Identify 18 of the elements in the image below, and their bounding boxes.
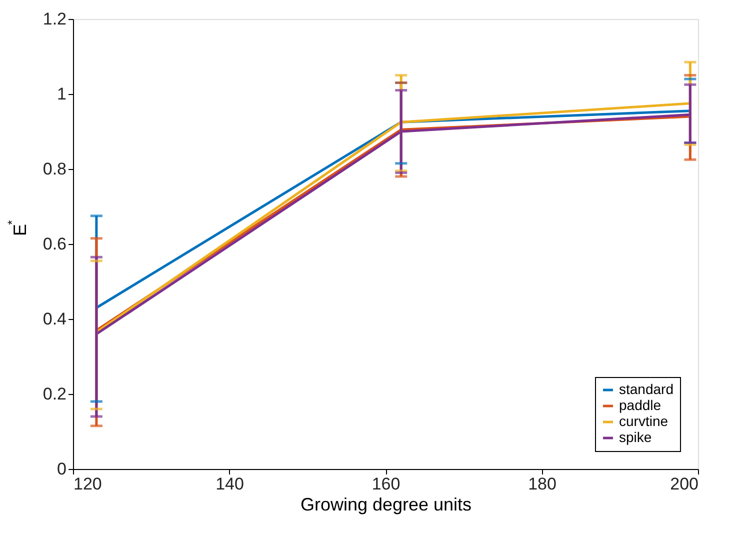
legend-label: standard [619,381,674,397]
y-tick-label: 0.4 [42,310,66,328]
y-tick-label: 0.8 [42,160,66,178]
x-tick-label: 200 [670,474,698,494]
y-tick-label: 0 [57,460,66,478]
x-tick-label: 160 [372,474,400,494]
x-axis-title: Growing degree units [300,494,472,514]
y-tick-label: 1 [57,84,66,104]
x-tick-label: 180 [528,474,556,494]
legend-label: curvtine [619,413,668,429]
y-axis-title: E* [5,220,30,236]
legend-label: spike [619,429,652,445]
y-tick-label: 0.6 [42,234,66,254]
x-tick-label: 140 [216,474,244,494]
x-tick-label: 120 [74,474,102,494]
y-tick-label: 0.2 [42,384,66,404]
legend-label: paddle [619,397,662,413]
y-tick-label: 1.2 [42,10,66,28]
